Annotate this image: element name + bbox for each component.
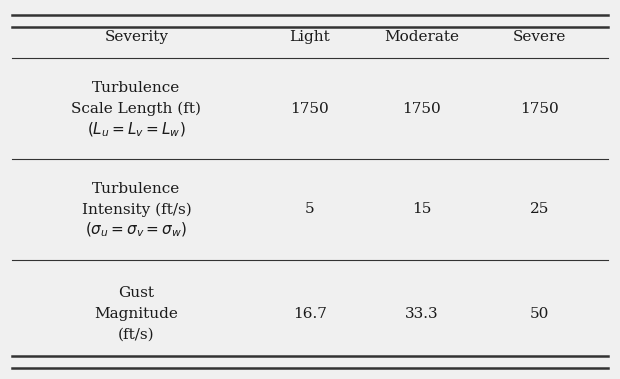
Text: 1750: 1750 xyxy=(402,102,441,116)
Text: 5: 5 xyxy=(305,202,315,216)
Text: $( \sigma_u = \sigma_v = \sigma_w)$: $( \sigma_u = \sigma_v = \sigma_w)$ xyxy=(86,221,187,240)
Text: 16.7: 16.7 xyxy=(293,307,327,321)
Text: (ft/s): (ft/s) xyxy=(118,327,155,341)
Text: 25: 25 xyxy=(529,202,549,216)
Text: Light: Light xyxy=(290,30,330,44)
Text: Scale Length (ft): Scale Length (ft) xyxy=(71,102,202,116)
Text: Magnitude: Magnitude xyxy=(94,307,179,321)
Text: 1750: 1750 xyxy=(520,102,559,116)
Text: Severity: Severity xyxy=(104,30,169,44)
Text: Turbulence: Turbulence xyxy=(92,81,180,95)
Text: Severe: Severe xyxy=(513,30,566,44)
Text: 15: 15 xyxy=(412,202,432,216)
Text: Turbulence: Turbulence xyxy=(92,182,180,196)
Text: Moderate: Moderate xyxy=(384,30,459,44)
Text: 1750: 1750 xyxy=(291,102,329,116)
Text: 50: 50 xyxy=(529,307,549,321)
Text: Intensity (ft/s): Intensity (ft/s) xyxy=(81,202,192,216)
Text: 33.3: 33.3 xyxy=(405,307,438,321)
Text: $(L_u = L_v = L_w)$: $(L_u = L_v = L_w)$ xyxy=(87,120,186,139)
Text: Gust: Gust xyxy=(118,286,154,300)
